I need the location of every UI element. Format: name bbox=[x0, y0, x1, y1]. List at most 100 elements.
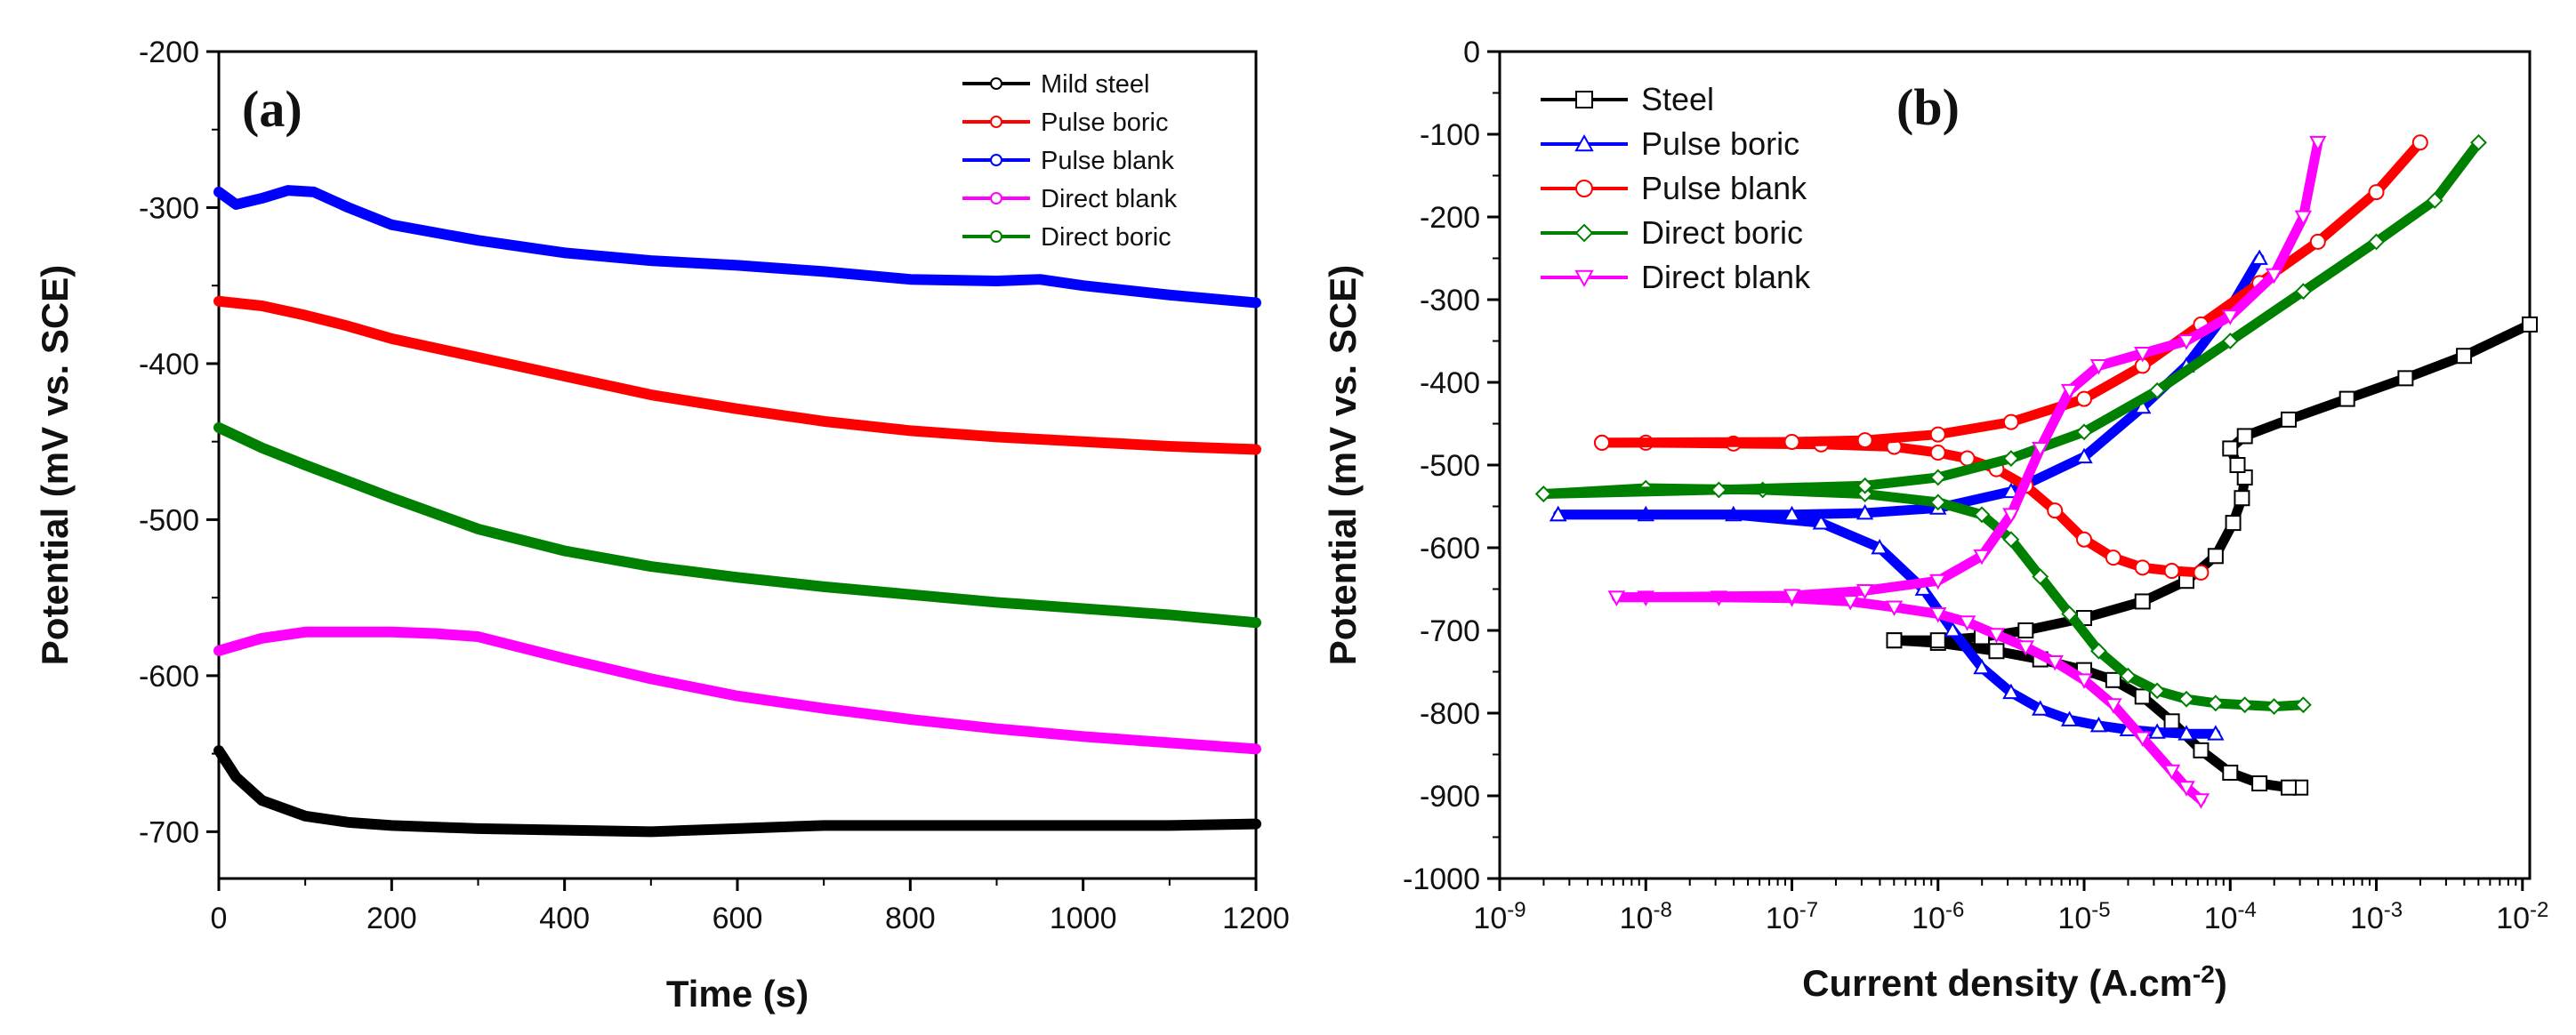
chart-a-point-pulse-blank bbox=[907, 277, 914, 283]
chart-b-point-steel bbox=[2193, 742, 2210, 758]
chart-a-series bbox=[213, 185, 1261, 838]
chart-b-y-tick-label: -500 bbox=[1420, 449, 1480, 483]
chart-b-point-direct-blank bbox=[1929, 574, 1947, 590]
chart-b-point-direct-boric bbox=[1534, 485, 1552, 502]
chart-b-point-direct-blank bbox=[2294, 210, 2313, 227]
chart-b-point-steel bbox=[2225, 515, 2242, 532]
chart-b-legend-label-direct-boric: Direct boric bbox=[1641, 214, 1803, 251]
chart-b-legend-marker-pulse-blank bbox=[1575, 180, 1593, 197]
chart-b-ylabel: Potential (mV vs. SCE) bbox=[1322, 265, 1364, 665]
chart-a-point-direct-blank bbox=[389, 629, 395, 635]
chart-a-point-mild-steel bbox=[994, 822, 1000, 829]
chart-b-point-direct-boric bbox=[2426, 191, 2443, 209]
chart-a-point-direct-boric bbox=[1166, 612, 1172, 618]
chart-b-x-tick-label: 10-7 bbox=[1766, 898, 1818, 936]
chart-b-x-tick-label: 10-4 bbox=[2204, 898, 2257, 936]
chart-b-point-pulse-boric bbox=[2148, 723, 2166, 739]
chart-b-point-direct-boric bbox=[2294, 283, 2312, 301]
chart-b-point-steel bbox=[2522, 316, 2538, 333]
chart-b-y-tick-label: -100 bbox=[1420, 118, 1480, 152]
chart-b-point-direct-boric bbox=[2368, 233, 2385, 251]
chart-b-x-tick-label: 10-2 bbox=[2496, 898, 2548, 936]
chart-b-x-ticks: 10-9 10-8 10-7 10-6 10-5 10-4 10-3 10-2 bbox=[1473, 879, 2548, 935]
chart-a-point-pulse-blank bbox=[561, 250, 568, 256]
chart-b-point-direct-blank bbox=[2060, 383, 2079, 400]
chart-b-point-direct-blank bbox=[2075, 673, 2093, 689]
chart-a-point-direct-boric bbox=[821, 583, 827, 590]
chart-b-point-pulse-blank bbox=[2193, 564, 2210, 581]
chart-b: (b) Current density (A.cm-2) Potential (… bbox=[1322, 36, 2548, 1004]
chart-b-y-tick-label: -800 bbox=[1420, 697, 1480, 731]
chart-a-point-pulse-boric bbox=[735, 405, 740, 412]
chart-b-point-direct-blank bbox=[2192, 793, 2210, 809]
chart-a-legend-marker-direct-blank bbox=[990, 192, 1002, 205]
chart-a-point-pulse-boric bbox=[821, 418, 827, 424]
chart-a-y-tick-label: -300 bbox=[139, 191, 199, 225]
chart-a-point-mild-steel bbox=[259, 798, 265, 804]
chart-b-line-pulse-boric-anodic bbox=[1553, 253, 2265, 520]
chart-a-point-direct-boric bbox=[1253, 620, 1259, 626]
chart-b-line-steel-cathodic bbox=[1888, 635, 2306, 793]
chart-b-x-tick-label: 10-9 bbox=[1473, 898, 1525, 936]
chart-a-point-pulse-boric bbox=[302, 312, 309, 318]
chart-b-point-pulse-blank bbox=[1929, 445, 1946, 461]
chart-b-y-tick-label: -600 bbox=[1420, 532, 1480, 566]
chart-b-point-steel bbox=[2236, 428, 2253, 445]
chart-a-point-direct-blank bbox=[1253, 746, 1259, 752]
chart-a-x-tick-label: 400 bbox=[539, 902, 590, 935]
chart-b-y-tick-label: -200 bbox=[1420, 201, 1480, 235]
chart-b-point-direct-blank bbox=[2046, 654, 2064, 671]
chart-b-point-pulse-boric bbox=[1871, 538, 1888, 555]
chart-b-xlabel: Current density (A.cm-2) bbox=[1802, 960, 2227, 1005]
chart-b-y-ticks: 0 -100 -200 -300 -400 -500 -600 -700 -800 -900 -10… bbox=[1403, 36, 1500, 896]
chart-a-point-direct-boric bbox=[216, 424, 221, 430]
chart-b-point-pulse-boric bbox=[1550, 505, 1567, 522]
chart-b-legend-label-direct-blank: Direct blank bbox=[1641, 259, 1811, 295]
chart-b-point-steel bbox=[2229, 457, 2246, 473]
chart-b-point-steel bbox=[2456, 348, 2473, 365]
chart-b-point-pulse-boric bbox=[2178, 725, 2195, 741]
chart-a-point-mild-steel bbox=[475, 825, 481, 831]
chart-b-point-steel bbox=[1988, 643, 2005, 660]
chart-a-y-tick-label: -700 bbox=[139, 815, 199, 849]
chart-b-point-direct-boric bbox=[1929, 469, 1947, 486]
chart-b-point-direct-blank bbox=[1885, 600, 1904, 617]
chart-a-point-mild-steel bbox=[389, 822, 395, 829]
chart-b-legend-marker-direct-boric bbox=[1574, 223, 1594, 243]
chart-b-point-direct-boric bbox=[2236, 696, 2254, 714]
chart-b-point-steel bbox=[1886, 632, 1903, 649]
chart-a-point-pulse-boric bbox=[907, 428, 914, 434]
chart-a-point-pulse-blank bbox=[994, 277, 1000, 284]
chart-b-xlabel-main: Current density (A.cm bbox=[1802, 962, 2193, 1004]
chart-b-point-direct-boric bbox=[1856, 477, 1874, 494]
chart-a-point-direct-blank bbox=[561, 655, 568, 662]
chart-b-point-pulse-blank bbox=[1783, 433, 1800, 450]
chart-a-point-pulse-boric bbox=[561, 373, 568, 379]
chart-a-xlabel: Time (s) bbox=[666, 973, 809, 1015]
chart-a-point-mild-steel bbox=[821, 822, 827, 829]
chart-b-point-direct-blank bbox=[2017, 640, 2035, 656]
chart-b-point-direct-blank bbox=[1783, 589, 1801, 605]
chart-b-point-direct-boric bbox=[1973, 506, 1991, 524]
chart-b-line-direct-blank-anodic bbox=[1611, 137, 2323, 603]
chart-b-point-direct-blank bbox=[2032, 442, 2049, 458]
chart-b-point-pulse-blank bbox=[1593, 434, 1610, 451]
chart-a-x-tick-label: 800 bbox=[885, 902, 936, 935]
chart-b-y-tick-label: -700 bbox=[1420, 614, 1480, 648]
chart-b-point-pulse-blank bbox=[2047, 502, 2064, 519]
chart-b-point-steel bbox=[2397, 370, 2414, 387]
chart-a-point-pulse-blank bbox=[285, 188, 291, 194]
chart-a-line-direct-blank bbox=[213, 626, 1261, 755]
chart-a-point-pulse-blank bbox=[735, 262, 740, 269]
chart-b-point-steel bbox=[2017, 622, 2034, 638]
chart-a-point-pulse-blank bbox=[475, 237, 481, 244]
chart-b-point-direct-boric bbox=[2075, 423, 2093, 441]
chart-a-y-tick-label: -400 bbox=[139, 348, 199, 381]
chart-a-point-pulse-boric bbox=[1166, 443, 1172, 449]
chart-b-point-steel bbox=[2280, 411, 2297, 428]
chart-a-point-direct-boric bbox=[1080, 606, 1086, 612]
chart-b-point-direct-boric bbox=[2266, 698, 2282, 715]
chart-a-y-tick-label: -600 bbox=[139, 660, 199, 694]
chart-b-legend-label-pulse-blank: Pulse blank bbox=[1641, 170, 1807, 206]
